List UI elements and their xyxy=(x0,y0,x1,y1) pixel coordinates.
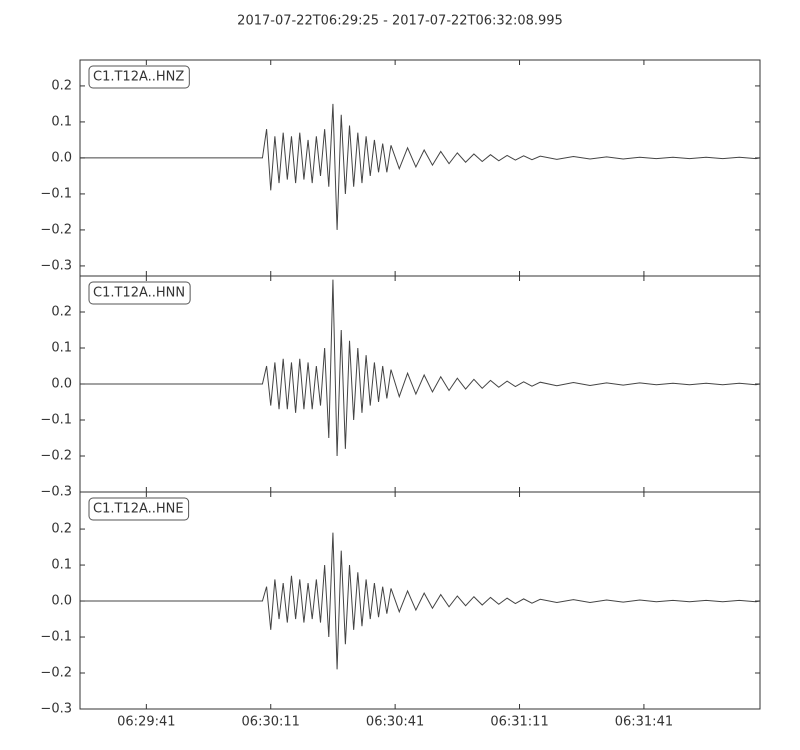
y-tick-label: −0.1 xyxy=(40,413,72,428)
y-tick-label: 0.1 xyxy=(51,341,72,356)
x-tick-label: 06:30:11 xyxy=(242,715,300,730)
chart-title: 2017-07-22T06:29:25 - 2017-07-22T06:32:0… xyxy=(237,14,563,29)
y-tick-label: −0.2 xyxy=(40,222,72,237)
waveform xyxy=(80,279,760,457)
trace-label-box xyxy=(88,65,190,89)
waveform xyxy=(80,103,760,230)
y-tick-label: 0.1 xyxy=(51,558,72,573)
waveform xyxy=(80,532,760,670)
x-tick-label: 06:30:41 xyxy=(366,715,424,730)
trace-label: C1.T12A..HNN xyxy=(93,286,185,301)
trace-label: C1.T12A..HNE xyxy=(93,502,184,517)
y-tick-label: −0.3 xyxy=(40,702,72,717)
x-tick-label: 06:31:41 xyxy=(615,715,673,730)
y-tick-label: 0.0 xyxy=(51,594,72,609)
axes-frame xyxy=(79,491,761,710)
y-tick-label: −0.3 xyxy=(40,258,72,273)
x-tick-label: 06:31:11 xyxy=(490,715,548,730)
y-tick-label: −0.3 xyxy=(40,485,72,500)
trace-label-box xyxy=(88,281,191,305)
y-tick-label: −0.2 xyxy=(40,666,72,681)
x-tick-label: 06:29:41 xyxy=(117,715,175,730)
y-tick-label: −0.1 xyxy=(40,630,72,645)
y-tick-label: 0.0 xyxy=(51,150,72,165)
trace-label: C1.T12A..HNZ xyxy=(93,70,184,85)
y-tick-label: 0.2 xyxy=(51,305,72,320)
y-tick-label: 0.1 xyxy=(51,114,72,129)
y-tick-label: −0.1 xyxy=(40,186,72,201)
trace-label-box xyxy=(88,497,190,521)
y-tick-label: 0.0 xyxy=(51,377,72,392)
y-tick-label: 0.2 xyxy=(51,522,72,537)
y-tick-label: 0.2 xyxy=(51,78,72,93)
y-tick-label: −0.2 xyxy=(40,449,72,464)
